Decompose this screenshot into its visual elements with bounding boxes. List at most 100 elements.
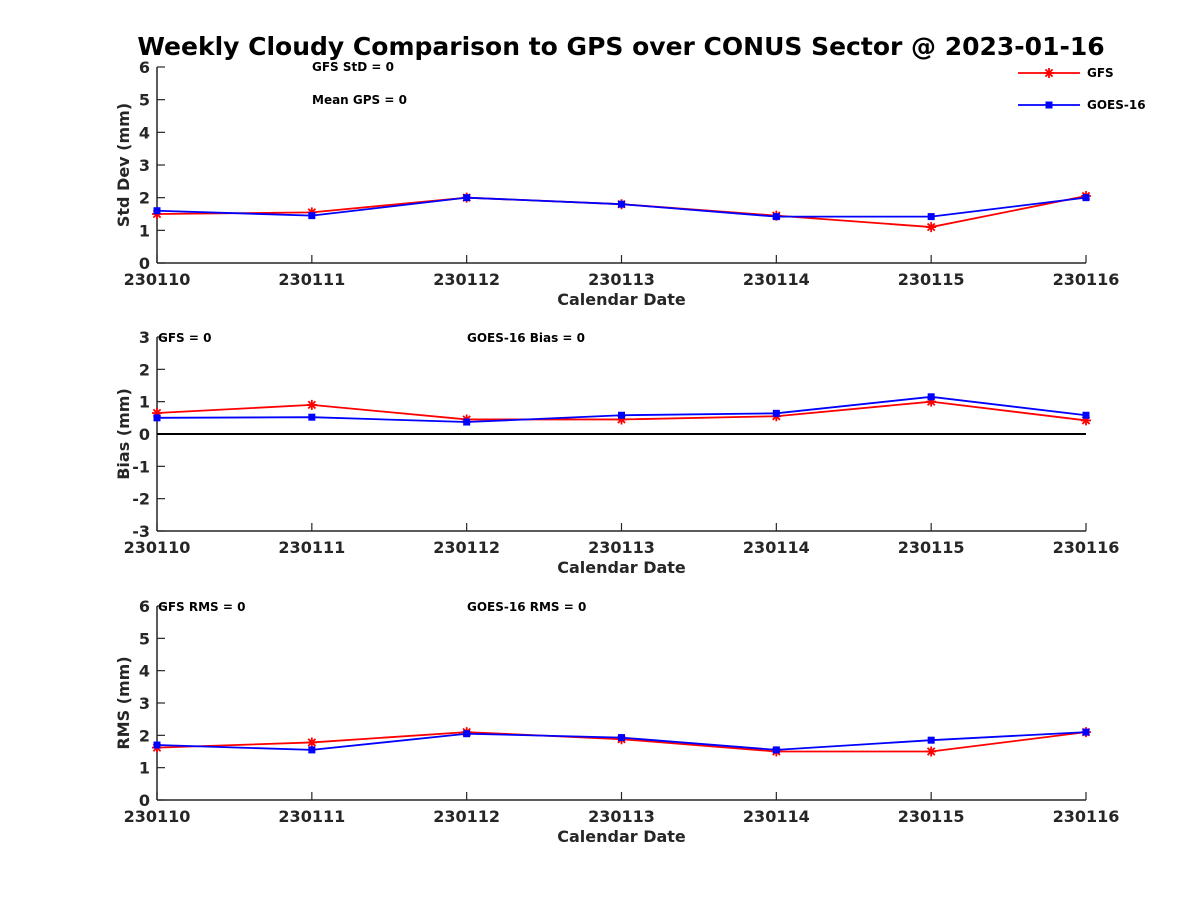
data-point [308,212,316,220]
series-goes-16 [153,728,1090,754]
y-tick-label: 2 [139,189,150,208]
data-point [927,393,935,401]
x-tick-label: 230113 [588,270,655,289]
y-tick-label: 1 [139,221,150,240]
data-point [153,207,161,215]
y-tick-label: -2 [132,490,150,509]
y-tick-label: 2 [139,726,150,745]
x-tick-label: 230114 [743,538,810,557]
y-tick-label: 3 [139,694,150,713]
x-tick-label: 230115 [898,538,965,557]
x-tick-label: 230111 [278,807,345,826]
data-point [1082,728,1090,736]
data-point [308,413,316,421]
annotation-text: GOES-16 RMS = 0 [467,600,586,614]
series-gfs [152,191,1091,233]
data-point [926,396,937,407]
y-tick-label: -3 [132,522,150,541]
x-tick-label: 230115 [898,807,965,826]
x-tick-label: 230116 [1053,270,1120,289]
x-tick-label: 230110 [124,807,191,826]
annotation-text: GOES-16 Bias = 0 [467,331,585,345]
x-tick-label: 230112 [433,270,500,289]
data-point [772,409,780,417]
data-point [1081,415,1091,426]
y-tick-label: 5 [139,91,150,110]
data-point [926,746,937,757]
y-tick-label: -1 [132,457,150,476]
y-tick-label: 2 [139,360,150,379]
y-tick-label: 0 [139,425,150,444]
data-point [616,414,627,425]
x-axis-label: Calendar Date [557,827,686,846]
data-point [772,213,780,221]
x-tick-label: 230115 [898,270,965,289]
x-axis-label: Calendar Date [557,290,686,309]
x-tick-label: 230112 [433,538,500,557]
legend: GFS GOES-16 [1018,66,1146,112]
panel-std-dev: 0 1 2 3 4 5 6 230110 230111 230112 230113 230114 230… [114,58,1119,309]
y-axis-label: RMS (mm) [114,656,133,749]
series-goes-16 [153,194,1090,221]
x-tick-label: 230114 [743,270,810,289]
data-point [618,734,625,742]
y-tick-label: 1 [139,759,150,778]
data-point [463,418,471,426]
x-tick-label: 230114 [743,807,810,826]
data-point [926,222,937,233]
panel-bias: -3 -2 -1 0 1 2 3 230110 230111 230112 230113 230114… [114,328,1119,577]
panel-rms: 0 1 2 3 4 5 6 230110 230111 230112 230113 230114 230… [114,597,1119,846]
x-tick-label: 230112 [433,807,500,826]
annotation-text: GFS StD = 0 [312,60,394,74]
y-tick-label: 0 [139,254,150,273]
x-tick-label: 230113 [588,807,655,826]
data-point [772,746,780,754]
y-axis-label: Std Dev (mm) [114,103,133,227]
data-point [306,399,317,410]
x-tick-label: 230110 [124,270,191,289]
data-point [927,736,935,744]
x-tick-label: 230116 [1053,538,1120,557]
x-tick-label: 230111 [278,270,345,289]
annotation-text: GFS = 0 [158,331,211,345]
data-point [618,200,625,208]
annotation-text: GFS RMS = 0 [158,600,245,614]
data-point [308,746,316,754]
y-tick-label: 6 [139,597,150,616]
data-point [1082,194,1090,202]
y-tick-label: 1 [139,393,150,412]
data-point [153,741,161,749]
y-tick-label: 4 [139,123,150,142]
legend-label: GOES-16 [1087,98,1146,112]
x-axis-label: Calendar Date [557,558,686,577]
data-point [152,407,162,418]
y-tick-label: 3 [139,156,150,175]
y-axis-label: Bias (mm) [114,388,133,480]
data-point [927,213,935,221]
series-gfs [152,396,1091,426]
annotation-text: Mean GPS = 0 [312,93,407,107]
series-goes-16 [153,393,1090,426]
x-tick-label: 230116 [1053,807,1120,826]
y-tick-label: 0 [139,791,150,810]
legend-entry: GFS [1018,66,1114,80]
legend-label: GFS [1087,66,1114,80]
y-tick-label: 4 [139,662,150,681]
y-tick-label: 6 [139,58,150,77]
x-tick-label: 230113 [588,538,655,557]
data-point [618,411,625,419]
legend-entry: GOES-16 [1018,98,1146,112]
legend-marker [1044,68,1054,78]
y-tick-label: 5 [139,629,150,648]
data-point [463,194,471,202]
data-point [463,730,471,738]
data-point [306,737,317,748]
chart-title: Weekly Cloudy Comparison to GPS over CON… [137,32,1104,61]
x-tick-label: 230111 [278,538,345,557]
data-point [153,414,161,422]
data-point [1082,411,1090,419]
x-tick-label: 230110 [124,538,191,557]
y-tick-label: 3 [139,328,150,347]
series-gfs [152,727,1091,757]
